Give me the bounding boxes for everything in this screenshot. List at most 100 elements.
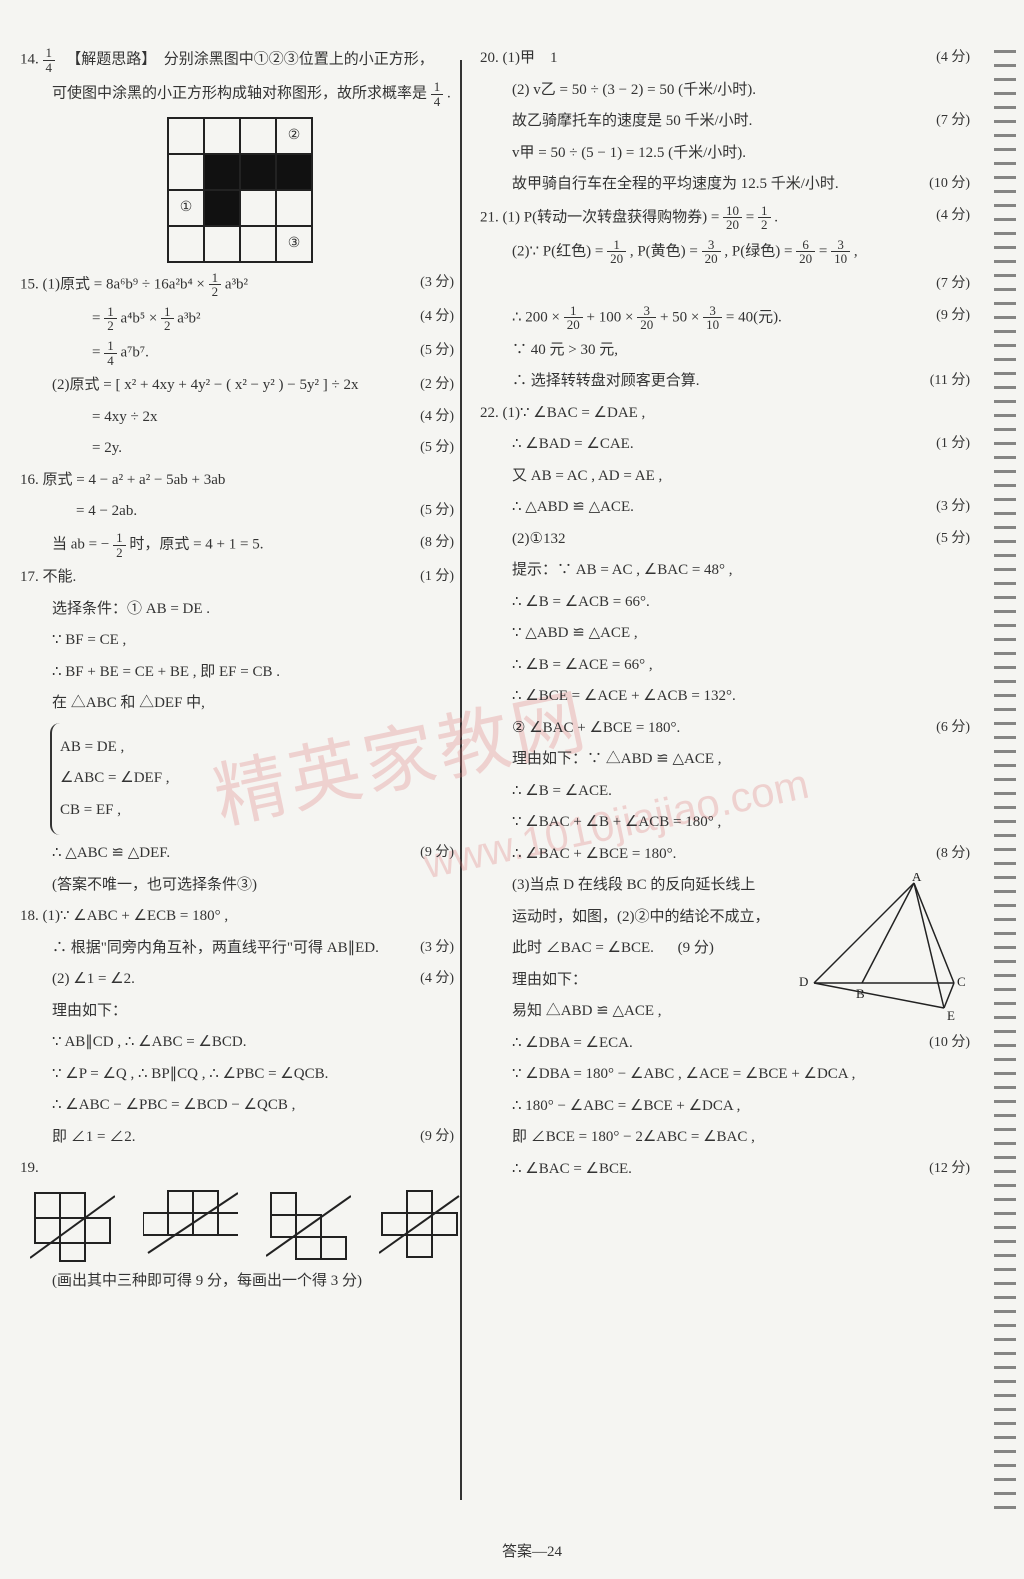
q17-b2: ∠ABC = ∠DEF , (60, 766, 170, 792)
q21-l4: ∵ 40 元 > 30 元, (480, 338, 1004, 364)
q16-s3: (8 分) (420, 531, 454, 555)
q20-l2: (2) v乙 = 50 ÷ (3 − 2) = 50 (千米/小时). (480, 78, 1004, 104)
q18-l4: 理由如下： (20, 999, 460, 1025)
q18-s8: (9 分) (420, 1125, 454, 1149)
q15-l1f: 12 (209, 271, 222, 299)
q15-l3a: = (92, 345, 104, 361)
q21-l5t: ∴ 选择转转盘对顾客更合算. (512, 373, 700, 389)
q15-l2c: a³b² (177, 310, 200, 326)
q22-l18t: 此时 ∠BAC = ∠BCE. (512, 940, 654, 956)
q15-l6t: = 2y. (92, 440, 122, 456)
q21-s5: (11 分) (930, 369, 970, 393)
q22-s11: (6 分) (936, 716, 970, 740)
q20-l4: v甲 = 50 ÷ (5 − 1) = 12.5 (千米/小时). (480, 141, 1004, 167)
q20-l3t: 故乙骑摩托车的速度是 50 千米/小时. (512, 113, 752, 129)
q20-l5: 故甲骑自行车在全程的平均速度为 12.5 千米/小时. (10 分) (480, 172, 1004, 198)
q22-l20: 易知 △ABD ≌ △ACE , (480, 999, 1004, 1025)
q18-l2: ∴ 根据"同旁内角互补，两直线平行"可得 AB∥ED. (3 分) (20, 936, 460, 962)
q22-l6: 提示：∵ AB = AC , ∠BAC = 48° , (480, 558, 1004, 584)
net-2-icon (143, 1188, 238, 1263)
q17-l4: ∴ BF + BE = CE + BE , 即 EF = CB . (20, 660, 460, 686)
q18-l1: 18. (1)∵ ∠ABC + ∠ECB = 180° , (20, 904, 460, 930)
q20-l3: 故乙骑摩托车的速度是 50 千米/小时. (7 分) (480, 109, 1004, 135)
net-4-icon (379, 1188, 460, 1263)
q21-l3a: ∴ 200 × (512, 309, 564, 325)
right-column: 20. (1)甲 1 (4 分) (2) v乙 = 50 ÷ (3 − 2) =… (470, 40, 1004, 1520)
q22-l19: 理由如下： (480, 968, 1004, 994)
q22-l21t: ∴ ∠DBA = ∠ECA. (512, 1035, 633, 1051)
q22-l8: ∵ △ABD ≌ △ACE , (480, 621, 1004, 647)
q14-line1: 14. 14 【解题思路】 分别涂黑图中①②③位置上的小正方形， (20, 46, 460, 74)
q15-l5t: = 4xy ÷ 2x (92, 409, 157, 425)
q15-l3: = 14 a⁷b⁷. (5 分) (20, 339, 460, 367)
q17-l6: ∴ △ABC ≌ △DEF. (9 分) (20, 841, 460, 867)
q22-l16: (3)当点 D 在线段 BC 的反向延长线上 (480, 873, 1004, 899)
q14-frac2: 14 (431, 80, 444, 108)
q17-l6t: ∴ △ABC ≌ △DEF. (52, 845, 170, 861)
q19-nets (30, 1188, 460, 1263)
q22-l3: 又 AB = AC , AD = AE , (480, 464, 1004, 490)
q21-l1: 21. (1) P(转动一次转盘获得购物券) = 1020 = 12 . (4 … (480, 204, 1004, 232)
q17-brace: AB = DE , ∠ABC = ∠DEF , CB = EF , (50, 723, 178, 836)
q22-l22: ∵ ∠DBA = 180° − ∠ABC , ∠ACE = ∠BCE + ∠DC… (480, 1062, 1004, 1088)
q22-l4t: ∴ △ABD ≌ △ACE. (512, 499, 634, 515)
q22-l1: 22. (1)∵ ∠BAC = ∠DAE , (480, 401, 1004, 427)
q21-l2: (2)∵ P(红色) = 120 , P(黄色) = 320 , P(绿色) =… (480, 238, 1004, 266)
q22-l5t: (2)①132 (512, 531, 565, 547)
q22-l2t: ∴ ∠BAD = ∠CAE. (512, 436, 634, 452)
page-footer: 答案—24 (20, 1540, 1024, 1561)
q16-s2: (5 分) (420, 499, 454, 523)
q18-l6: ∵ ∠P = ∠Q , ∴ BP∥CQ , ∴ ∠PBC = ∠QCB. (20, 1062, 460, 1088)
q21-f6: 310 (831, 238, 850, 266)
left-column: 14. 14 【解题思路】 分别涂黑图中①②③位置上的小正方形， 可使图中涂黑的… (20, 40, 460, 1520)
q22-l7: ∴ ∠B = ∠ACB = 66°. (480, 590, 1004, 616)
q15-l2a: = (92, 310, 104, 326)
q16-l2t: = 4 − 2ab. (76, 503, 137, 519)
q19-head: 19. (20, 1156, 460, 1182)
q17-l1: 17. 不能. (1 分) (20, 565, 460, 591)
q15-l2f2: 12 (161, 305, 174, 333)
q20-s5: (10 分) (929, 172, 970, 196)
q16-l2: = 4 − 2ab. (5 分) (20, 499, 460, 525)
q17-l1t: 17. 不能. (20, 569, 76, 585)
q17-l3: ∵ BF = CE , (20, 628, 460, 654)
q15-l6: = 2y. (5 分) (20, 436, 460, 462)
q21-l2d: = (819, 243, 831, 259)
q15-l1a: 15. (1)原式 = 8a⁶b⁹ ÷ 16a²b⁴ × (20, 276, 209, 292)
q15-l2b: a⁴b⁵ × (120, 310, 161, 326)
grid-cell-1: ① (168, 190, 204, 226)
q15-l4: (2)原式 = [ x² + 4xy + 4y² − ( x² − y² ) −… (20, 373, 460, 399)
q21-f8: 320 (637, 304, 656, 332)
two-column-layout: 14. 14 【解题思路】 分别涂黑图中①②③位置上的小正方形， 可使图中涂黑的… (20, 40, 1004, 1520)
q22-s21: (10 分) (929, 1031, 970, 1055)
q17-b1: AB = DE , (60, 735, 170, 761)
q16-l3f: 12 (113, 531, 126, 559)
q22-l2: ∴ ∠BAD = ∠CAE. (1 分) (480, 432, 1004, 458)
q16-l3: 当 ab = − 12 时，原式 = 4 + 1 = 5. (8 分) (20, 531, 460, 559)
column-divider (460, 60, 462, 1500)
q21-l2c: , P(绿色) = (724, 243, 796, 259)
q21-f4: 320 (702, 238, 721, 266)
q22-s25: (12 分) (929, 1157, 970, 1181)
q22-l23: ∴ 180° − ∠ABC = ∠BCE + ∠DCA , (480, 1094, 1004, 1120)
q20-s1: (4 分) (936, 46, 970, 70)
q15-s6: (5 分) (420, 436, 454, 460)
q22-l24: 即 ∠BCE = 180° − 2∠ABC = ∠BAC , (480, 1125, 1004, 1151)
q14-l2a: 可使图中涂黑的小正方形构成轴对称图形，故所求概率是 (52, 86, 431, 102)
q21-l1c: . (774, 209, 778, 225)
q18-l8t: 即 ∠1 = ∠2. (52, 1129, 135, 1145)
q22-l13: ∴ ∠B = ∠ACE. (480, 779, 1004, 805)
q22-l4: ∴ △ABD ≌ △ACE. (3 分) (480, 495, 1004, 521)
q16-l3b: 时，原式 = 4 + 1 = 5. (129, 536, 263, 552)
grid-cell-2: ② (276, 118, 312, 154)
q17-s6: (9 分) (420, 841, 454, 865)
q21-f1: 1020 (723, 204, 742, 232)
q22-s2: (1 分) (936, 432, 970, 456)
q17-s1: (1 分) (420, 565, 454, 589)
q22-l12: 理由如下：∵ △ABD ≌ △ACE , (480, 747, 1004, 773)
q15-l2f1: 12 (104, 305, 117, 333)
q20-l5t: 故甲骑自行车在全程的平均速度为 12.5 千米/小时. (512, 176, 839, 192)
net-3-icon (266, 1188, 351, 1263)
q18-l2t: ∴ 根据"同旁内角互补，两直线平行"可得 AB∥ED. (52, 940, 379, 956)
q20-l1t: 20. (1)甲 1 (480, 50, 558, 66)
